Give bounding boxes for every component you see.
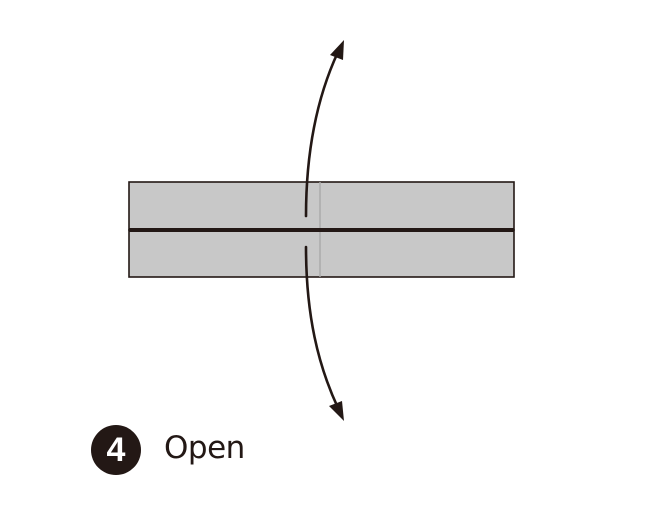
- paper-top-half: [128, 181, 515, 231]
- step-number-badge: 4: [91, 425, 141, 475]
- open-arrow-down: [304, 245, 340, 410]
- arrowhead-up: [330, 40, 344, 60]
- paper-bottom-half: [128, 229, 515, 278]
- open-arrow-up: [304, 50, 340, 218]
- arrowhead-down: [329, 401, 344, 421]
- curved-double-arrow-icon: [304, 40, 344, 421]
- paper-strip: [128, 181, 515, 278]
- step-instruction-label: Open: [164, 430, 245, 466]
